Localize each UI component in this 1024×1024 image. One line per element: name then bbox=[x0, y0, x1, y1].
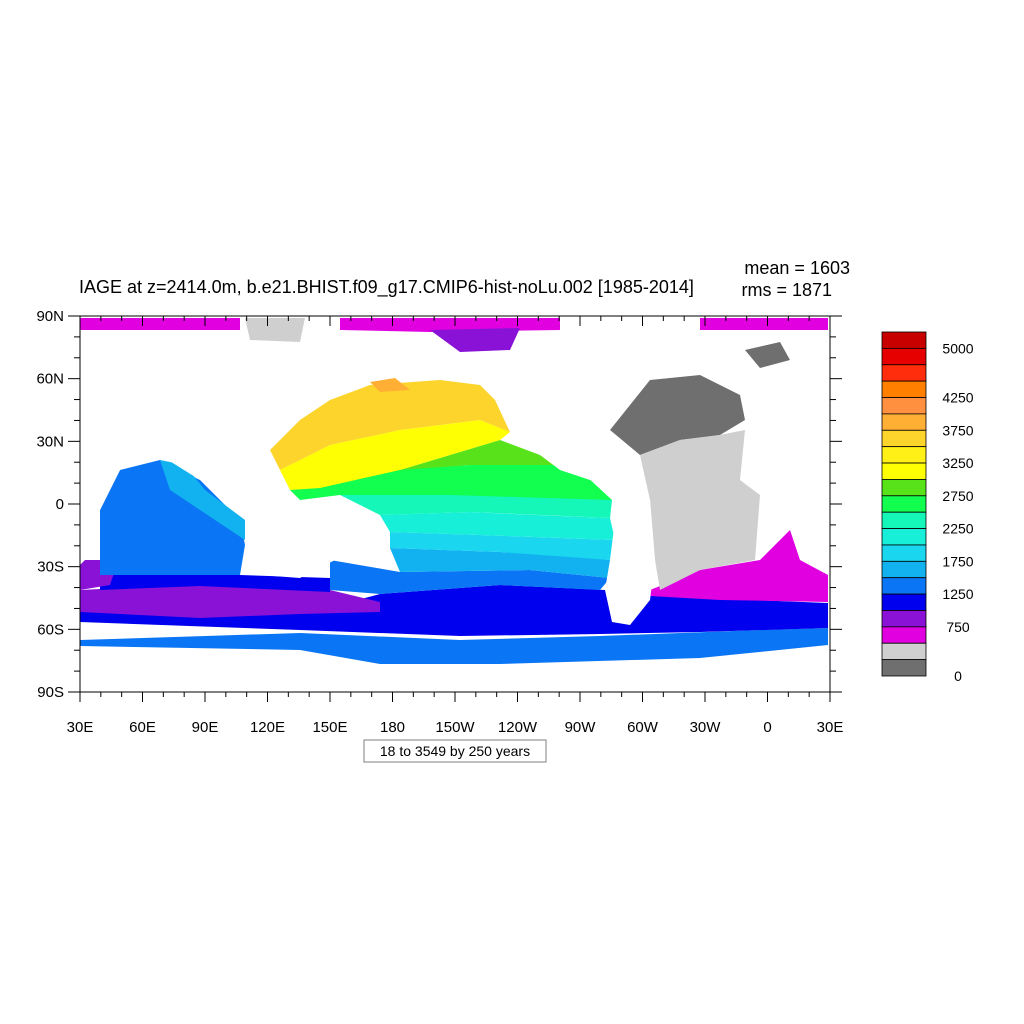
lon-tick-label: 90W bbox=[565, 719, 597, 736]
lon-tick-label: 30W bbox=[690, 719, 722, 736]
lat-tick-label: 30S bbox=[37, 559, 64, 576]
colorbar-swatch bbox=[881, 626, 927, 644]
land-south-america bbox=[605, 465, 655, 625]
lat-tick-label: 60S bbox=[37, 621, 64, 638]
field-atlantic-light bbox=[640, 430, 760, 590]
land-australia bbox=[250, 505, 335, 578]
colorbar-label: 3750 bbox=[942, 422, 973, 438]
colorbar-label: 0 bbox=[954, 668, 962, 684]
field-indian-1500 bbox=[160, 460, 245, 540]
lat-tick-label: 90S bbox=[37, 684, 64, 701]
colorbar-swatch bbox=[881, 560, 927, 579]
colorbar-label: 3250 bbox=[942, 455, 973, 471]
field-pacific-3000 bbox=[280, 420, 510, 490]
longitude-axis: 30E 60E 90E 120E 150E 180 150W 120W 90W 60W 30W 0 30… bbox=[67, 316, 844, 736]
lon-tick-label: 30E bbox=[67, 719, 94, 736]
plot-title: IAGE at z=2414.0m, b.e21.BHIST.f09_g17.C… bbox=[79, 277, 694, 298]
colorbar-label: 1250 bbox=[942, 586, 973, 602]
lon-tick-label: 180 bbox=[380, 719, 405, 736]
lon-tick-label: 0 bbox=[763, 719, 771, 736]
field-indian-1250 bbox=[100, 460, 245, 575]
colorbar-swatch bbox=[881, 610, 927, 628]
field-pacific-1250 bbox=[330, 560, 610, 594]
colorbar-swatch bbox=[881, 659, 927, 677]
colorbar-label: 4250 bbox=[942, 390, 973, 406]
colorbar-swatch bbox=[881, 642, 927, 661]
lat-tick-label: 30N bbox=[36, 433, 64, 450]
colorbar-swatch bbox=[881, 380, 927, 398]
colorbar-swatch bbox=[881, 446, 927, 464]
lon-tick-label: 60W bbox=[627, 719, 659, 736]
field-arctic-grey bbox=[245, 318, 305, 342]
field-pacific-2250 bbox=[340, 495, 612, 518]
land-asia bbox=[130, 340, 300, 480]
field-arctic-purple bbox=[430, 328, 520, 352]
land-africa-west bbox=[80, 460, 120, 560]
footer-label: 18 to 3549 by 250 years bbox=[380, 743, 530, 759]
field-pacific-2750 bbox=[400, 440, 560, 470]
rms-label: rms = 1871 bbox=[741, 280, 832, 300]
field-atlantic-dark bbox=[610, 375, 745, 455]
field-arctic-magenta-3 bbox=[700, 318, 828, 330]
colorbar-swatch bbox=[881, 347, 927, 366]
lon-tick-label: 150E bbox=[312, 719, 347, 736]
colorbar-swatch bbox=[881, 479, 927, 497]
field-pacific-3250 bbox=[270, 380, 510, 470]
colorbar-swatch bbox=[881, 577, 927, 595]
colorbar-swatch bbox=[881, 429, 927, 448]
field-southern-1250 bbox=[80, 628, 828, 664]
field-indian-1000 bbox=[100, 575, 330, 592]
field-atlantic-dark-arctic bbox=[745, 342, 790, 368]
field-pacific-1750 bbox=[390, 532, 615, 560]
colorbar: 0 750 1250 1750 2250 2750 3250 3750 4250 5000 bbox=[881, 331, 974, 684]
colorbar-swatch bbox=[881, 593, 927, 611]
colorbar-label: 1750 bbox=[942, 553, 973, 569]
land-antarctica bbox=[80, 650, 828, 692]
lon-tick-label: 30E bbox=[817, 719, 844, 736]
colorbar-label: 2750 bbox=[942, 488, 973, 504]
colorbar-swatch bbox=[881, 544, 927, 562]
mean-label: mean = 1603 bbox=[744, 258, 850, 278]
colorbar-swatch bbox=[881, 511, 927, 529]
lon-tick-label: 150W bbox=[435, 719, 475, 736]
field-bering-3500 bbox=[370, 378, 410, 392]
lon-tick-label: 120E bbox=[250, 719, 285, 736]
colorbar-label: 5000 bbox=[942, 340, 973, 356]
field-magenta-atlantic bbox=[650, 530, 828, 602]
latitude-axis: 90N 60N 30N 0 30S 60S 90S bbox=[36, 308, 842, 701]
lat-tick-label: 60N bbox=[36, 371, 64, 388]
land-masses bbox=[80, 340, 828, 692]
ocean-field bbox=[80, 318, 828, 664]
lon-tick-label: 60E bbox=[129, 719, 156, 736]
field-southern-750 bbox=[80, 584, 380, 618]
colorbar-swatch bbox=[881, 528, 927, 546]
field-arctic-magenta-1 bbox=[80, 318, 240, 330]
field-pacific-2000 bbox=[380, 512, 615, 540]
lat-tick-label: 90N bbox=[36, 308, 64, 325]
colorbar-swatch bbox=[881, 331, 927, 349]
field-pacific-2500 bbox=[290, 460, 612, 500]
colorbar-swatch bbox=[881, 413, 927, 431]
lat-tick-label: 0 bbox=[56, 496, 64, 513]
lon-tick-label: 120W bbox=[498, 719, 538, 736]
footer-box bbox=[363, 739, 547, 763]
colorbar-swatch bbox=[881, 495, 927, 513]
colorbar-swatch bbox=[881, 462, 927, 480]
colorbar-label: 750 bbox=[946, 619, 970, 635]
colorbar-swatch bbox=[881, 397, 927, 415]
colorbar-label: 2250 bbox=[942, 521, 973, 537]
colorbar-swatch bbox=[881, 364, 927, 382]
lon-tick-label: 90E bbox=[192, 719, 219, 736]
land-north-america-gap bbox=[520, 440, 610, 480]
